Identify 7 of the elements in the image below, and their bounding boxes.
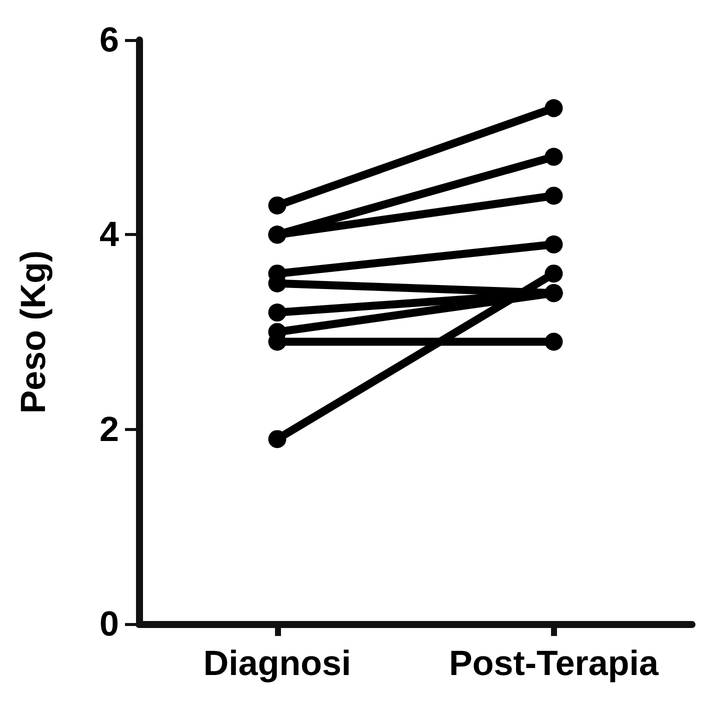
y-tick-label: 4 bbox=[100, 215, 120, 254]
x-tick-label: Post-Terapia bbox=[449, 644, 659, 683]
y-tick-label: 6 bbox=[100, 20, 119, 60]
y-axis-title: Peso (Kg) bbox=[14, 250, 53, 414]
x-tick-label: Diagnosi bbox=[203, 644, 352, 683]
y-tick-label: 0 bbox=[100, 604, 119, 644]
y-tick-label: 2 bbox=[100, 410, 119, 449]
